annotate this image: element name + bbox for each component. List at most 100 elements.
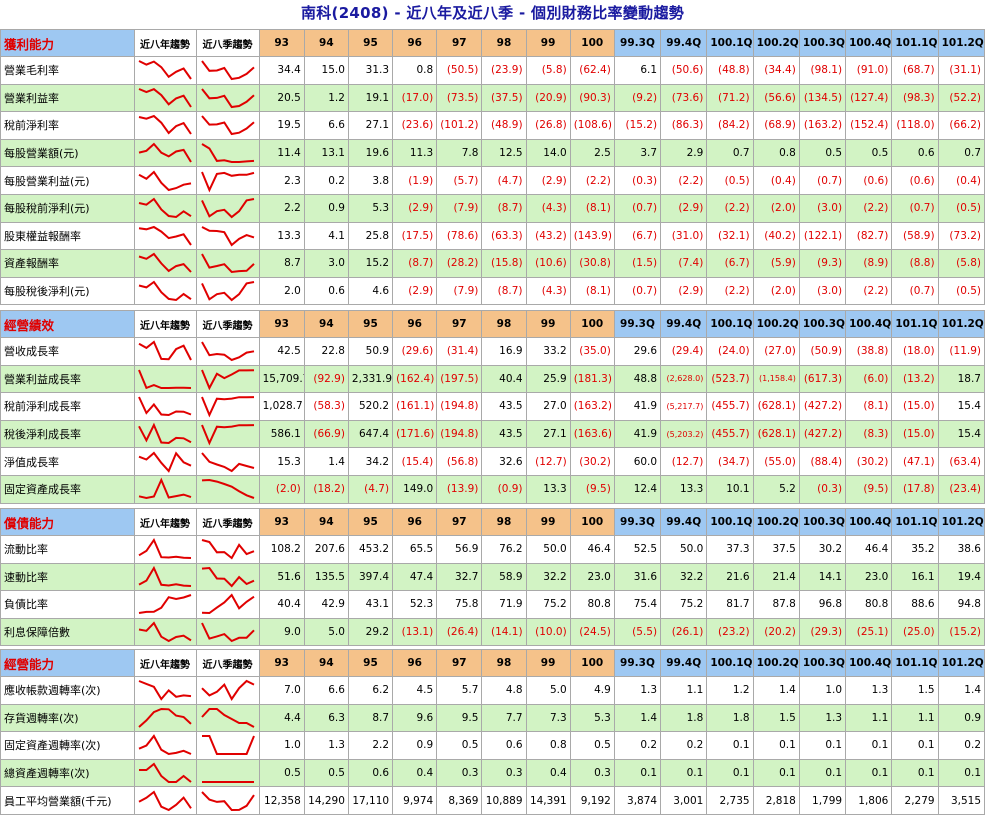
trend-year-header: 近八年趨勢 <box>133 310 197 338</box>
year-value: 12,358 <box>258 786 305 815</box>
year-value: (12.7) <box>525 447 571 476</box>
page-title: 南科(2408) - 近八年及近八季 - 個別財務比率變動趨勢 <box>300 4 685 22</box>
quarter-value: (29.4) <box>660 337 708 366</box>
quarter-value: (91.0) <box>845 56 893 85</box>
row-label: 每股營業利益(元) <box>0 166 135 195</box>
section-title: 償債能力 <box>0 508 135 536</box>
year-value: 8.7 <box>347 703 394 733</box>
year-value: 33.2 <box>525 337 571 366</box>
year-value: 520.2 <box>347 392 394 421</box>
quarter-value: (48.8) <box>706 56 754 85</box>
year-value: 34.4 <box>258 56 305 85</box>
year-value: 397.4 <box>347 562 394 592</box>
year-sparkline <box>138 790 192 811</box>
year-trend-sparkline <box>133 337 197 366</box>
year-header: 93 <box>258 649 305 677</box>
section-1: 經營績效 近八年趨勢 近八季趨勢 93 94 95 96 97 98 99 100 99.3Q 99.4… <box>0 310 985 504</box>
table-row: 營業毛利率 34.4 15.0 31.3 0.8 (50.5) (23.9) (5.8) (62… <box>0 56 985 85</box>
row-label: 營業利益率 <box>0 83 135 113</box>
quarter-value: (73.6) <box>660 83 708 113</box>
quarter-trend-sparkline <box>195 562 260 592</box>
year-value: 15,709.7 <box>258 364 305 394</box>
quarter-value: (47.1) <box>891 447 939 476</box>
quarter-header: 101.1Q <box>891 29 939 57</box>
table-row: 營收成長率 42.5 22.8 50.9 (29.6) (31.4) 16.9 33.2 (35… <box>0 337 985 366</box>
year-value: 5.0 <box>303 617 349 647</box>
quarter-sparkline <box>200 171 254 193</box>
table-row: 總資產週轉率(次) 0.5 0.5 0.6 0.4 0.3 0.3 0.4 0.3 0.1 0.1 0… <box>0 758 985 788</box>
year-value: 0.9 <box>303 193 349 223</box>
year-value: (48.9) <box>481 111 527 140</box>
year-header: 98 <box>481 508 527 536</box>
year-trend-sparkline <box>133 221 197 251</box>
row-label: 股東權益報酬率 <box>0 221 135 251</box>
quarter-trend-sparkline <box>195 337 260 366</box>
year-trend-sparkline <box>133 364 197 394</box>
quarter-value: (68.7) <box>891 56 939 85</box>
year-value: (63.3) <box>481 221 527 251</box>
year-sparkline <box>138 115 192 136</box>
quarter-value: (68.9) <box>752 111 800 140</box>
year-header: 96 <box>392 649 438 677</box>
year-value: 13.3 <box>258 221 305 251</box>
year-trend-sparkline <box>133 731 197 760</box>
year-value: (5.8) <box>525 56 571 85</box>
year-sparkline <box>138 538 192 560</box>
year-value: (30.8) <box>569 249 615 278</box>
quarter-value: 96.8 <box>798 590 847 619</box>
section-title: 獲利能力 <box>0 29 135 57</box>
sparkline-line <box>201 566 254 588</box>
quarter-value: (73.2) <box>937 221 985 251</box>
year-sparkline <box>138 477 192 500</box>
quarter-trend-sparkline <box>195 758 260 788</box>
table-row: 稅前淨利成長率 1,028.7 (58.3) 520.2 (161.1) (194.8) 4… <box>0 392 985 421</box>
row-label: 資產報酬率 <box>0 249 135 278</box>
sparkline-line <box>138 594 192 615</box>
quarter-value: (2,628.0) <box>660 364 708 394</box>
quarter-value: (23.2) <box>706 617 754 647</box>
quarter-header: 100.3Q <box>798 310 847 338</box>
year-value: 0.2 <box>303 166 349 195</box>
year-value: (162.4) <box>392 364 438 394</box>
quarter-header: 100.4Q <box>845 310 893 338</box>
year-header: 100 <box>569 29 615 57</box>
quarter-trend-sparkline <box>195 138 260 168</box>
quarter-value: 1.2 <box>706 676 754 705</box>
year-value: (10.0) <box>525 617 571 647</box>
year-header: 93 <box>258 29 305 57</box>
sparkline-line <box>138 225 192 246</box>
quarter-value: 0.1 <box>752 758 800 788</box>
year-value: 71.9 <box>481 590 527 619</box>
year-value: (8.7) <box>481 193 527 223</box>
row-label: 營收成長率 <box>0 337 135 366</box>
year-value: 15.0 <box>303 56 349 85</box>
quarter-value: (15.0) <box>891 419 939 449</box>
quarter-header: 100.3Q <box>798 29 847 57</box>
header-row: 經營績效 近八年趨勢 近八季趨勢 93 94 95 96 97 98 99 100 99.3Q 99.4… <box>0 310 985 338</box>
quarter-value: 21.6 <box>706 562 754 592</box>
year-header: 99 <box>525 310 571 338</box>
quarter-value: (55.0) <box>752 447 800 476</box>
quarter-value: (98.3) <box>891 83 939 113</box>
year-value: 4.8 <box>481 676 527 705</box>
sparkline-line <box>138 87 192 108</box>
quarter-value: 52.5 <box>613 535 662 564</box>
year-value: (17.0) <box>392 83 438 113</box>
quarter-value: 50.0 <box>660 535 708 564</box>
year-header: 93 <box>258 310 305 338</box>
quarter-header: 100.1Q <box>706 310 754 338</box>
quarter-value: (88.4) <box>798 447 847 476</box>
year-value: 0.5 <box>258 758 305 788</box>
year-header: 96 <box>392 29 438 57</box>
year-header: 100 <box>569 310 615 338</box>
row-label: 每股稅前淨利(元) <box>0 193 135 223</box>
quarter-value: 3.7 <box>613 138 662 168</box>
quarter-value: (0.4) <box>937 166 985 195</box>
quarter-value: 0.1 <box>891 731 939 760</box>
quarter-header: 100.2Q <box>752 310 800 338</box>
quarter-sparkline <box>200 198 254 219</box>
year-value: 2.0 <box>258 276 305 306</box>
year-trend-sparkline <box>133 56 197 85</box>
year-value: (7.9) <box>436 276 483 306</box>
quarter-value: 15.4 <box>937 419 985 449</box>
